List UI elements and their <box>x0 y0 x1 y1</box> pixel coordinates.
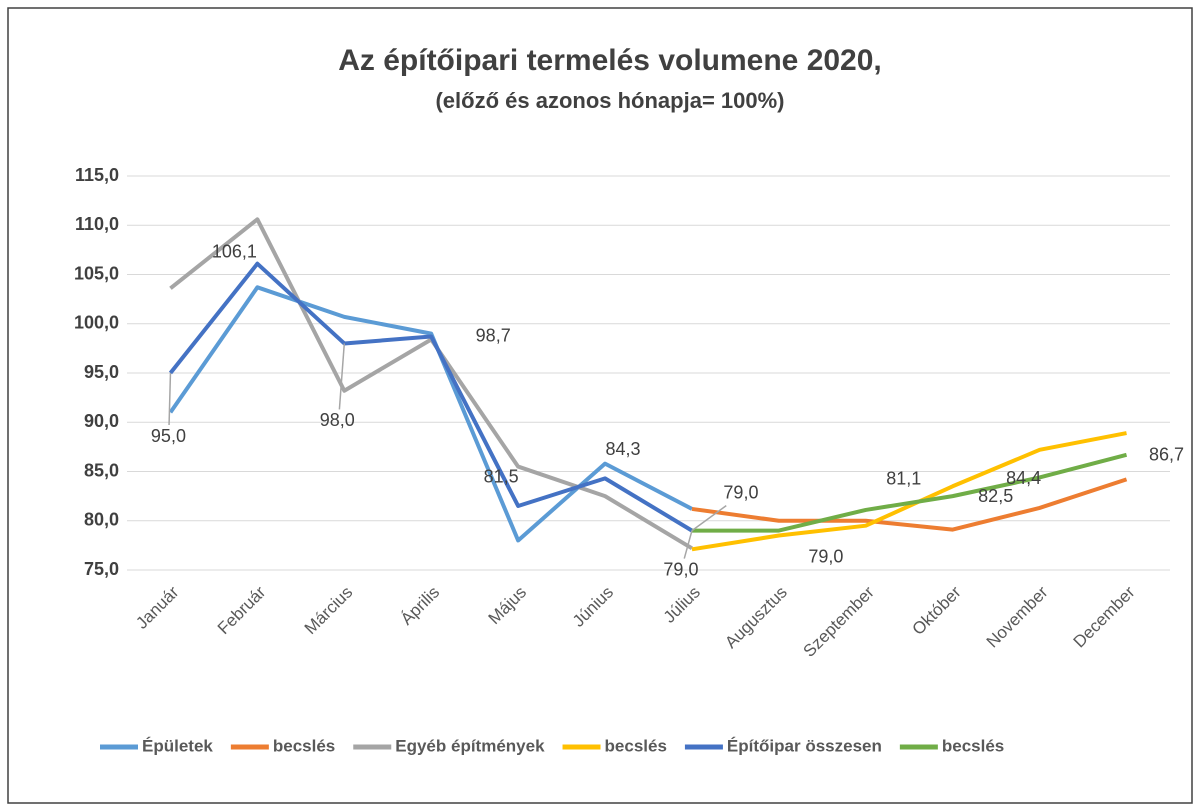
legend-label: Építőipar összesen <box>727 736 882 755</box>
data-label: 79,0 <box>808 546 843 566</box>
leader-line <box>168 372 172 426</box>
data-label: 98,7 <box>476 325 511 345</box>
data-label: 106,1 <box>212 241 257 261</box>
y-tick-label: 105,0 <box>74 263 119 283</box>
legend-label: becslés <box>605 736 667 755</box>
series-line <box>168 261 693 533</box>
y-tick-label: 90,0 <box>84 411 119 431</box>
series-line <box>691 452 1128 533</box>
legend-label: Egyéb építmények <box>395 736 545 755</box>
y-tick-label: 95,0 <box>84 362 119 382</box>
y-tick-label: 75,0 <box>84 559 119 579</box>
leader-line <box>338 343 346 410</box>
leader-line <box>683 530 693 559</box>
y-tick-label: 100,0 <box>74 313 119 333</box>
data-label: 84,4 <box>1006 468 1041 488</box>
series-line <box>168 285 693 543</box>
data-label: 98,0 <box>320 410 355 430</box>
data-label: 79,0 <box>663 559 698 579</box>
data-label: 95,0 <box>151 426 186 446</box>
y-tick-label: 80,0 <box>84 510 119 530</box>
data-label: 86,7 <box>1149 445 1184 465</box>
data-label: 79,0 <box>723 482 758 502</box>
y-tick-label: 110,0 <box>75 214 119 234</box>
legend-label: Épületek <box>142 736 213 755</box>
data-label: 82,5 <box>978 486 1013 506</box>
chart-title: Az építőipari termelés volumene 2020, <box>338 44 882 77</box>
series-line <box>691 431 1127 552</box>
chart-subtitle: (előző és azonos hónapja= 100%) <box>435 88 784 113</box>
y-tick-label: 115,0 <box>75 165 119 185</box>
legend-label: becslés <box>942 736 1004 755</box>
leader-line <box>691 504 727 532</box>
data-label: 81,5 <box>484 467 519 487</box>
data-label: 81,1 <box>886 469 921 489</box>
legend-label: becslés <box>273 736 335 755</box>
chart-border <box>7 7 1193 804</box>
series-line <box>691 477 1128 532</box>
data-label: 84,3 <box>606 439 641 459</box>
y-tick-label: 85,0 <box>84 460 119 480</box>
